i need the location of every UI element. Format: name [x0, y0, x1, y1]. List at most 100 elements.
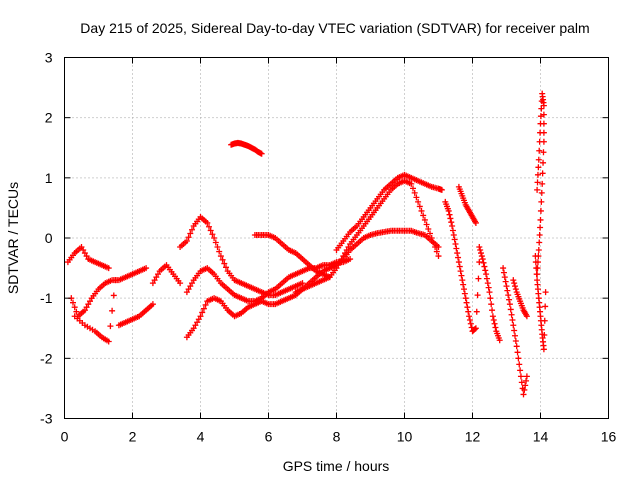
data-point	[70, 299, 76, 306]
data-point	[457, 268, 464, 275]
series-arc-k	[292, 227, 442, 296]
data-point	[411, 189, 418, 196]
data-point	[540, 129, 547, 136]
data-point	[207, 227, 214, 234]
data-point	[87, 298, 93, 305]
data-point	[421, 216, 428, 223]
data-point	[187, 230, 194, 237]
data-point	[452, 241, 459, 248]
data-point	[540, 346, 547, 353]
data-point	[538, 198, 545, 205]
data-point	[518, 379, 525, 386]
data-point	[541, 332, 548, 339]
data-point	[514, 349, 521, 356]
data-point	[539, 180, 546, 187]
data-point	[202, 301, 209, 308]
y-tick-labels: -3 -2 -1 0 1 2 3	[40, 50, 53, 427]
series-arc-o	[476, 244, 503, 344]
data-point	[446, 211, 453, 218]
y-tick-label: -2	[40, 350, 53, 366]
data-point	[71, 304, 78, 311]
data-point	[523, 313, 530, 320]
data-point	[505, 292, 512, 299]
data-point	[489, 313, 496, 320]
data-point	[536, 231, 543, 238]
data-point	[475, 275, 482, 282]
grid-lines	[64, 57, 609, 419]
data-point	[535, 164, 542, 171]
chart-title: Day 215 of 2025, Sidereal Day-to-day VTE…	[80, 20, 589, 36]
data-point	[149, 301, 156, 308]
data-point	[185, 286, 192, 293]
data-point	[504, 287, 511, 294]
data-point	[200, 305, 207, 312]
data-point	[456, 263, 463, 270]
data-point	[299, 280, 306, 287]
data-point	[199, 309, 206, 316]
data-point	[539, 170, 546, 177]
data-point	[83, 304, 90, 311]
data-point	[512, 338, 519, 345]
data-point	[507, 306, 514, 313]
data-point	[506, 296, 513, 303]
data-point	[449, 222, 456, 229]
data-point	[447, 215, 454, 222]
data-point	[503, 283, 510, 290]
data-point	[214, 244, 221, 251]
series-arc-i	[228, 139, 265, 157]
data-point	[143, 265, 150, 272]
series-arc-f	[177, 213, 306, 299]
data-point	[187, 283, 194, 290]
data-point	[511, 327, 518, 334]
data-point	[540, 120, 547, 127]
data-point	[485, 284, 492, 291]
x-tick-label: 6	[265, 429, 273, 445]
data-point	[461, 290, 468, 297]
data-point	[449, 227, 456, 234]
data-point	[458, 272, 465, 279]
data-point	[476, 244, 483, 251]
series-arc-n	[455, 183, 479, 226]
data-point	[536, 239, 543, 246]
data-point	[484, 280, 491, 287]
data-point	[462, 295, 469, 302]
data-point	[221, 260, 228, 267]
x-tick-label: 8	[333, 429, 341, 445]
data-point	[538, 189, 545, 196]
data-points	[64, 90, 549, 398]
data-point	[209, 231, 216, 238]
data-point	[517, 373, 524, 380]
data-point	[486, 289, 493, 296]
data-point	[481, 263, 488, 270]
data-point	[223, 264, 229, 271]
data-point	[105, 265, 112, 272]
y-tick-label: 0	[45, 230, 53, 246]
data-point	[109, 307, 116, 314]
data-point	[425, 225, 432, 232]
data-point	[500, 269, 507, 276]
data-point	[420, 212, 427, 219]
data-point	[500, 265, 507, 272]
data-point	[532, 253, 539, 260]
data-point	[508, 311, 515, 318]
y-tick-label: 3	[45, 50, 53, 66]
data-point	[112, 277, 119, 284]
data-point	[185, 234, 192, 241]
data-point	[523, 377, 530, 384]
data-point	[183, 238, 190, 245]
data-point	[482, 267, 489, 274]
data-point	[534, 186, 541, 193]
data-point	[151, 277, 158, 284]
data-point	[535, 156, 542, 163]
data-point	[540, 111, 547, 118]
data-point	[510, 322, 517, 329]
data-point	[204, 219, 211, 226]
data-point	[523, 373, 530, 380]
x-axis-label: GPS time / hours	[283, 458, 390, 474]
data-point	[515, 355, 522, 362]
y-axis-label: SDTVAR / TECUs	[5, 182, 21, 294]
data-point	[465, 308, 472, 315]
data-point	[455, 259, 462, 266]
data-point	[83, 253, 90, 260]
data-point	[535, 247, 542, 254]
